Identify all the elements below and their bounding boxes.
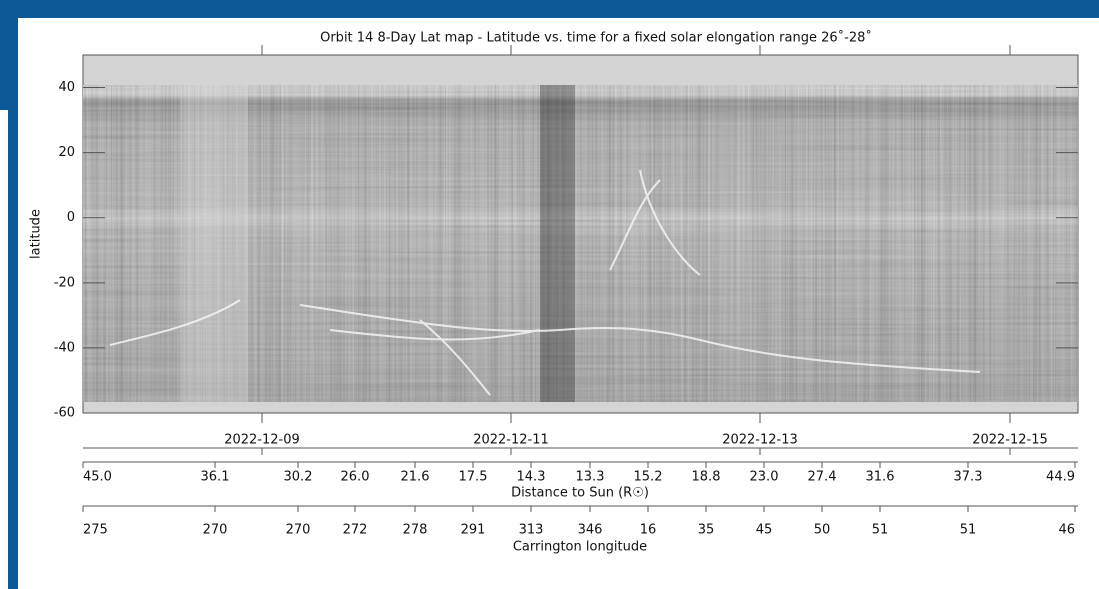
y-tick-label: -20 xyxy=(54,275,75,290)
distance_ticks-label: 21.6 xyxy=(401,470,430,485)
carrington_ticks-label: 291 xyxy=(461,523,486,538)
distance_ticks-label: 15.2 xyxy=(634,470,663,485)
data-gap xyxy=(180,85,248,402)
carrington_ticks-label: 313 xyxy=(519,523,544,538)
chart-title: Orbit 14 8-Day Lat map - Latitude vs. ti… xyxy=(320,30,872,46)
carrington_ticks-label: 46 xyxy=(1058,523,1075,538)
y-axis-label: latitude xyxy=(29,209,44,259)
distance_ticks-label: 13.3 xyxy=(576,470,605,485)
date-tick-label: 2022-12-09 xyxy=(224,433,300,448)
distance_ticks-label: 27.4 xyxy=(808,470,837,485)
carrington_ticks-title: Carrington longitude xyxy=(513,540,647,555)
date-tick-label: 2022-12-15 xyxy=(972,433,1048,448)
carrington_ticks-label: 270 xyxy=(286,523,311,538)
dark-column xyxy=(540,85,575,402)
distance_ticks-label: 31.6 xyxy=(866,470,895,485)
features xyxy=(109,169,981,396)
y-tick-label: -40 xyxy=(54,340,75,355)
distance_ticks-label: 23.0 xyxy=(750,470,779,485)
distance_ticks-label: 44.9 xyxy=(1046,470,1075,485)
carrington_ticks-label: 270 xyxy=(203,523,228,538)
distance_ticks-label: 26.0 xyxy=(341,470,370,485)
distance_ticks-label: 37.3 xyxy=(954,470,983,485)
y-tick-label: 40 xyxy=(58,80,75,95)
y-tick-label: 0 xyxy=(67,210,75,225)
carrington_ticks-label: 51 xyxy=(960,523,977,538)
carrington_ticks-label: 16 xyxy=(640,523,657,538)
y-tick-label: -60 xyxy=(54,406,75,421)
carrington_ticks-label: 35 xyxy=(698,523,715,538)
carrington_ticks-label: 272 xyxy=(343,523,368,538)
distance_ticks-label: 30.2 xyxy=(284,470,313,485)
carrington_ticks-label: 45 xyxy=(756,523,773,538)
date-tick-label: 2022-12-11 xyxy=(473,433,549,448)
map-columns xyxy=(83,85,1078,402)
carrington_ticks-label: 275 xyxy=(83,523,108,538)
distance_ticks-label: 14.3 xyxy=(517,470,546,485)
date-tick-label: 2022-12-13 xyxy=(722,433,798,448)
carrington_ticks-label: 346 xyxy=(578,523,603,538)
distance_ticks-label: 18.8 xyxy=(692,470,721,485)
side-window xyxy=(0,110,8,589)
carrington_ticks-label: 51 xyxy=(872,523,889,538)
carrington_ticks-label: 278 xyxy=(403,523,428,538)
y-tick-label: 20 xyxy=(58,145,75,160)
distance_ticks-title: Distance to Sun (R☉) xyxy=(511,486,649,501)
distance_ticks-label: 45.0 xyxy=(83,470,112,485)
plot-area xyxy=(82,54,1079,414)
distance_ticks-label: 36.1 xyxy=(201,470,230,485)
distance_ticks-label: 17.5 xyxy=(459,470,488,485)
carrington_ticks-label: 50 xyxy=(814,523,831,538)
